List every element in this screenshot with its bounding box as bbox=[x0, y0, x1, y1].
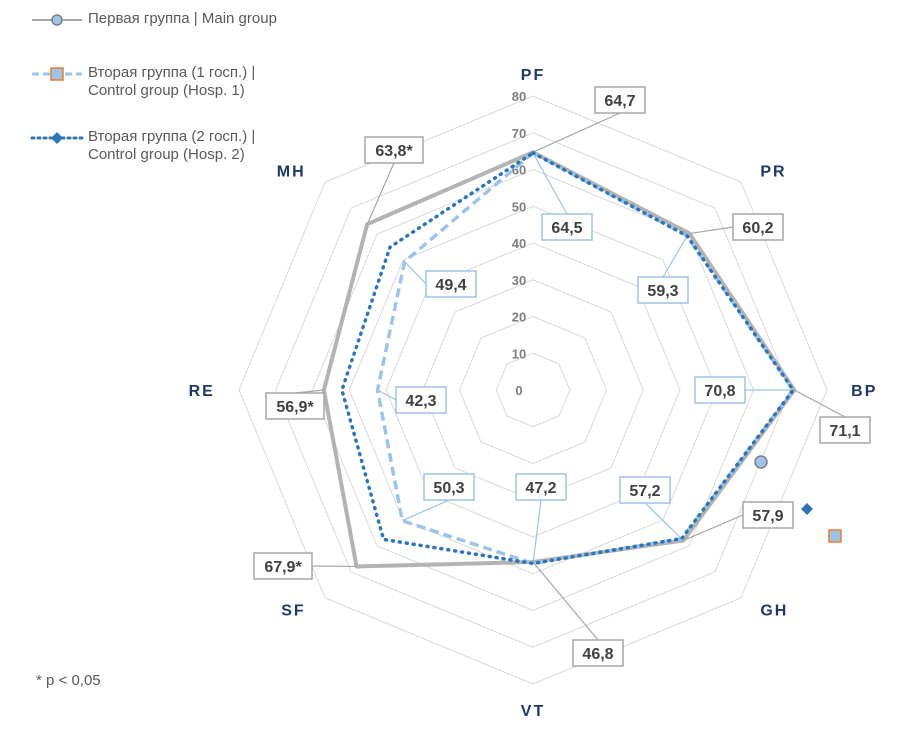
data-label-box bbox=[425, 270, 477, 298]
legend-label-control-hosp2: Вторая группа (2 госп.) | Control group … bbox=[88, 128, 278, 164]
grid-ring bbox=[238, 95, 828, 685]
radial-tick-label: 50 bbox=[512, 199, 526, 214]
data-label-leader bbox=[532, 499, 542, 564]
data-label-main-pr: 60,2 bbox=[742, 220, 773, 237]
series-marker-hosp2 bbox=[801, 503, 813, 515]
radial-tick-label: 0 bbox=[515, 383, 522, 398]
data-label-control-gh: 57,2 bbox=[629, 483, 660, 500]
data-label-main-vt: 46,8 bbox=[582, 646, 613, 663]
legend-item-control-hosp1: Вторая группа (1 госп.) | Control group … bbox=[30, 64, 310, 100]
axis-label-bp: BP bbox=[851, 383, 877, 400]
data-label-box bbox=[541, 213, 593, 241]
grid-ring bbox=[495, 352, 571, 428]
data-label-leader bbox=[683, 514, 744, 542]
axis-label-vt: VT bbox=[521, 703, 545, 720]
data-label-box bbox=[637, 276, 689, 304]
data-label-leader bbox=[532, 152, 568, 215]
radial-tick-label: 40 bbox=[512, 236, 526, 251]
legend-label-control-hosp1-line2: Control group (Hosp. 1) bbox=[88, 82, 245, 99]
data-label-leader bbox=[377, 389, 397, 401]
data-label-box bbox=[572, 639, 624, 667]
data-label-control-vt: 47,2 bbox=[525, 480, 556, 497]
data-label-leaders bbox=[294, 112, 846, 641]
data-label-main-gh: 57,9 bbox=[752, 508, 783, 525]
grid-ring bbox=[385, 242, 681, 538]
data-label-main-sf: 67,9* bbox=[264, 559, 302, 576]
grid-ring bbox=[458, 315, 608, 465]
legend-swatch-control-hosp1 bbox=[32, 67, 82, 81]
data-label-main-pf: 64,7 bbox=[604, 93, 635, 110]
grid-ring bbox=[311, 168, 755, 612]
axis-label-gh: GH bbox=[760, 602, 788, 619]
data-label-leader bbox=[689, 226, 734, 235]
legend-label-control-hosp1-line1: Вторая группа (1 госп.) | bbox=[88, 64, 256, 81]
data-label-control-pr: 59,3 bbox=[647, 283, 678, 300]
legend-item-control-hosp2: Вторая группа (2 госп.) | Control group … bbox=[30, 128, 310, 164]
legend-swatch-control-hosp2 bbox=[30, 132, 84, 144]
data-label-box bbox=[742, 501, 794, 529]
data-labels: 64,7 64,5 60,2 59,3 71,1 70,8 57,9 57,2 46,8 47,2… bbox=[253, 86, 871, 667]
data-label-control-re: 42,3 bbox=[405, 393, 436, 410]
axis-label-sf: SF bbox=[281, 602, 305, 619]
data-label-box bbox=[594, 86, 646, 114]
legend-label-control-hosp2-line2: Control group (Hosp. 2) bbox=[88, 146, 245, 163]
series-line-hosp1 bbox=[375, 151, 795, 566]
grid-ring bbox=[422, 279, 644, 501]
data-label-box bbox=[265, 392, 325, 420]
data-label-box bbox=[364, 136, 424, 164]
legend-swatch-main-group bbox=[32, 14, 82, 26]
data-label-leader bbox=[644, 502, 683, 540]
data-label-leader bbox=[532, 561, 599, 641]
series-line-hosp2 bbox=[340, 151, 795, 566]
data-label-leader bbox=[794, 389, 846, 418]
data-label-box bbox=[515, 473, 567, 501]
data-label-leader bbox=[662, 235, 688, 278]
radial-tick-label: 20 bbox=[512, 310, 526, 325]
axis-label-mh: MH bbox=[277, 164, 306, 181]
data-label-control-bp: 70,8 bbox=[704, 383, 735, 400]
data-label-leader bbox=[402, 499, 450, 522]
radial-tick-label: 30 bbox=[512, 273, 526, 288]
significance-footnote: * p < 0,05 bbox=[36, 672, 101, 689]
data-label-control-sf: 50,3 bbox=[433, 480, 464, 497]
series-markers bbox=[754, 455, 842, 543]
series-marker-hosp1 bbox=[828, 529, 842, 543]
data-label-box bbox=[819, 416, 871, 444]
data-label-control-pf: 64,5 bbox=[551, 220, 582, 237]
data-label-leader bbox=[366, 162, 395, 225]
legend-label-main-group: Первая группа | Main group bbox=[88, 10, 277, 27]
data-label-leader bbox=[532, 112, 621, 153]
legend-label-control-hosp1: Вторая группа (1 госп.) | Control group … bbox=[88, 64, 278, 100]
data-label-box bbox=[253, 552, 313, 580]
radial-tick-label: 70 bbox=[512, 126, 526, 141]
data-label-box bbox=[694, 376, 746, 404]
data-label-main-bp: 71,1 bbox=[829, 423, 860, 440]
data-label-box bbox=[423, 473, 475, 501]
data-label-main-re: 56,9* bbox=[276, 399, 314, 416]
category-axis-labels: PF PR BP GH VT SF RE MH bbox=[189, 67, 877, 720]
radial-tick-label: 10 bbox=[512, 346, 526, 361]
series-lines bbox=[321, 150, 797, 569]
data-label-leader bbox=[404, 261, 427, 285]
radial-tick-label: 80 bbox=[512, 89, 526, 104]
series-line-main bbox=[321, 150, 797, 569]
legend-item-main-group: Первая группа | Main group bbox=[30, 10, 310, 28]
axis-label-pf: PF bbox=[521, 67, 545, 84]
data-label-box bbox=[395, 386, 447, 414]
axis-label-pr: PR bbox=[760, 164, 786, 181]
data-label-box bbox=[619, 476, 671, 504]
data-label-box bbox=[732, 213, 784, 241]
grid-ring bbox=[275, 132, 791, 648]
series-marker-main bbox=[754, 455, 768, 469]
data-label-main-mh: 63,8* bbox=[375, 143, 413, 160]
data-label-control-mh: 49,4 bbox=[435, 277, 466, 294]
axis-label-re: RE bbox=[189, 383, 215, 400]
legend-label-control-hosp2-line1: Вторая группа (2 госп.) | bbox=[88, 128, 256, 145]
